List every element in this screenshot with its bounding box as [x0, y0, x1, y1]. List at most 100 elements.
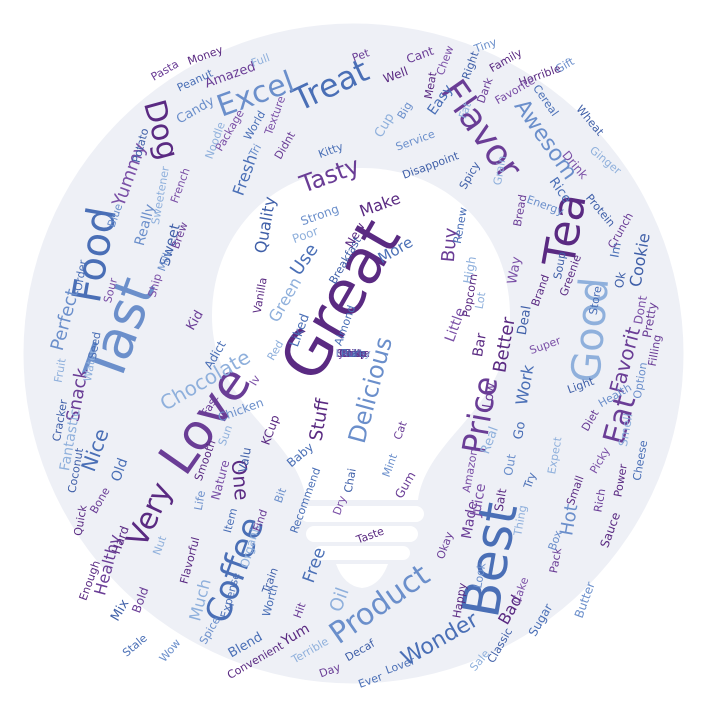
word-cloud-word: Vanilla — [250, 275, 270, 315]
word-cloud-word: Tiny — [471, 34, 498, 56]
word-cloud-word: Fresh — [228, 151, 261, 199]
word-cloud-word: Mac — [342, 346, 365, 360]
word-cloud-word: Pet — [349, 45, 371, 65]
word-cloud-word: Service — [393, 126, 437, 154]
word-cloud-word: Corn — [340, 346, 366, 360]
word-cloud-word: Candy — [173, 93, 217, 127]
word-cloud-word: KCup — [258, 413, 282, 447]
word-cloud-word: Hit — [291, 600, 309, 620]
bulb-base-ring-1 — [300, 506, 424, 522]
word-cloud-word: Butter — [571, 579, 598, 621]
word-cloud-word: Wheat — [573, 102, 607, 138]
word-cloud-word: Life — [191, 489, 209, 511]
word-cloud-word: Taste — [354, 524, 386, 546]
word-cloud-word: Salty — [339, 346, 367, 360]
word-cloud-word: Very — [119, 477, 180, 553]
word-cloud-word: Wow — [156, 635, 184, 665]
word-cloud-word: Pasta — [148, 56, 181, 84]
word-cloud-word: Okay — [434, 529, 456, 561]
word-cloud-word: Nature — [207, 458, 232, 502]
word-cloud-word: Shake — [336, 346, 370, 360]
word-cloud-word: Crisp — [339, 346, 367, 360]
word-cloud-word: Tart — [343, 346, 364, 360]
word-cloud-word: Ginger — [586, 143, 624, 177]
word-cloud-word: Mint — [379, 451, 401, 479]
word-cloud-word: Spicy — [456, 158, 483, 192]
word-cloud-word: Brand — [528, 272, 552, 308]
word-cloud-word: Recommend — [287, 465, 323, 535]
word-cloud-word: Bar — [470, 331, 490, 359]
bulb-glass — [212, 168, 510, 500]
word-cloud-word: Didnt — [271, 128, 298, 162]
word-cloud-word: Cheese — [629, 438, 650, 482]
word-cloud-word: Free — [299, 544, 331, 586]
word-cloud-word: Honey — [335, 346, 371, 360]
word-cloud-word: Super — [527, 333, 563, 357]
word-cloud-word: Poor — [290, 223, 321, 247]
word-cloud-word: Money — [185, 42, 225, 68]
word-cloud-word: Ever — [356, 669, 384, 691]
word-cloud-word: Lot — [472, 290, 488, 310]
word-cloud-word: Way — [505, 255, 525, 285]
word-cloud-word: Bit — [271, 485, 289, 505]
word-cloud-word: Dry — [330, 493, 350, 517]
word-cloud-word: Full — [248, 50, 271, 70]
word-cloud-word: Small — [563, 473, 587, 507]
word-cloud-word: Stuff — [305, 397, 334, 443]
word-cloud-word: Chew — [433, 43, 457, 77]
word-cloud-word: Try — [521, 470, 539, 490]
word-cloud-word: Classic — [484, 625, 516, 665]
bulb-base-ring-3 — [314, 546, 410, 560]
word-cloud-word: Milk — [155, 247, 175, 273]
word-cloud-word: Tasty — [296, 151, 364, 199]
word-cloud-word: Rich — [591, 487, 609, 513]
word-cloud-word: Gum — [391, 469, 419, 501]
word-cloud-word: Ok — [611, 270, 629, 290]
word-cloud-word: Renew — [450, 205, 470, 245]
word-cloud-word: Deal — [514, 304, 535, 336]
lightbulb-silhouette — [212, 168, 510, 588]
word-cloud-word: Stale — [120, 631, 150, 659]
word-cloud-word: Potato — [129, 126, 151, 164]
word-cloud-word: Sauce — [596, 510, 623, 550]
word-cloud-word: Cookie — [625, 231, 654, 289]
word-cloud-word: Well — [380, 64, 410, 86]
word-cloud-word: Fine — [342, 346, 365, 360]
word-cloud-word: Mix — [107, 596, 132, 624]
word-cloud-word: Cat — [390, 418, 410, 442]
word-cloud-word: Power — [610, 462, 630, 498]
word-cloud-word: Hard — [108, 524, 132, 556]
word-cloud-word: Make — [356, 188, 403, 221]
bulb-base-ring-2 — [306, 526, 418, 542]
word-cloud-word: Kid — [183, 307, 207, 333]
word-cloud-word: Sweetener — [148, 164, 172, 226]
word-cloud-word: Grain — [490, 154, 509, 186]
word-cloud-word: Cant — [404, 43, 436, 67]
word-cloud-word: Quick — [70, 503, 90, 537]
word-cloud-word: Chai — [341, 466, 359, 494]
word-cloud-word: Better — [489, 315, 520, 375]
word-cloud-word: Cocoa — [336, 346, 370, 360]
word-cloud-word: Oat — [343, 346, 363, 360]
word-cloud-word: Disappoint — [400, 148, 460, 182]
word-cloud-word: Treat — [286, 51, 374, 119]
word-cloud-word: Fruit — [51, 356, 69, 384]
word-cloud-word: Picky — [587, 444, 613, 476]
word-cloud-word: Expect — [545, 435, 565, 475]
word-cloud-word: Dark — [474, 75, 496, 105]
word-cloud-word: Strong — [298, 201, 341, 229]
word-cloud-word: Old — [108, 456, 132, 484]
word-cloud-word: Sugar — [525, 601, 555, 639]
word-cloud-word: Jerky — [339, 346, 367, 360]
word-cloud-word: Quality — [250, 195, 279, 255]
word-cloud-word: Cup — [371, 110, 398, 140]
word-cloud-word: Big — [394, 99, 415, 121]
word-cloud-word: Family — [486, 45, 524, 75]
word-cloud-word: Pure — [341, 346, 366, 360]
word-cloud-word: Bone — [87, 484, 113, 516]
bulb-base-tip — [336, 564, 388, 588]
word-cloud-word: Work — [511, 363, 538, 407]
